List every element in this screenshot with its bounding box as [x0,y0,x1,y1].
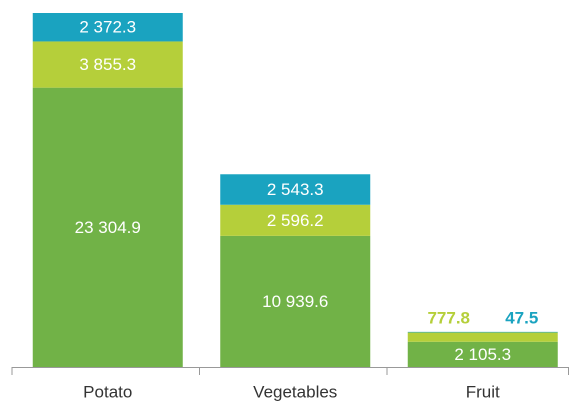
x-tick-label: Potato [83,382,132,401]
value-label: 2 596.2 [267,211,324,230]
bar-segment [407,332,558,342]
bar-segment [220,204,371,236]
value-label: 777.8 [427,308,470,327]
bar-segment [32,87,183,368]
x-tick-label: Fruit [466,382,500,401]
bar-segment [32,13,183,42]
bar-segment [407,331,558,333]
value-label: 3 855.3 [79,55,136,74]
value-label: 47.5 [505,308,538,327]
x-tick-label: Vegetables [253,382,337,401]
value-label: 2 105.3 [454,345,511,364]
value-label: 10 939.6 [262,292,328,311]
bar-segment [407,341,558,367]
bar-segment [220,235,371,367]
value-label: 2 372.3 [79,18,136,37]
value-label: 23 304.9 [75,218,141,237]
bar-segment [32,41,183,88]
bar-segment [220,174,371,205]
value-label: 2 543.3 [267,180,324,199]
